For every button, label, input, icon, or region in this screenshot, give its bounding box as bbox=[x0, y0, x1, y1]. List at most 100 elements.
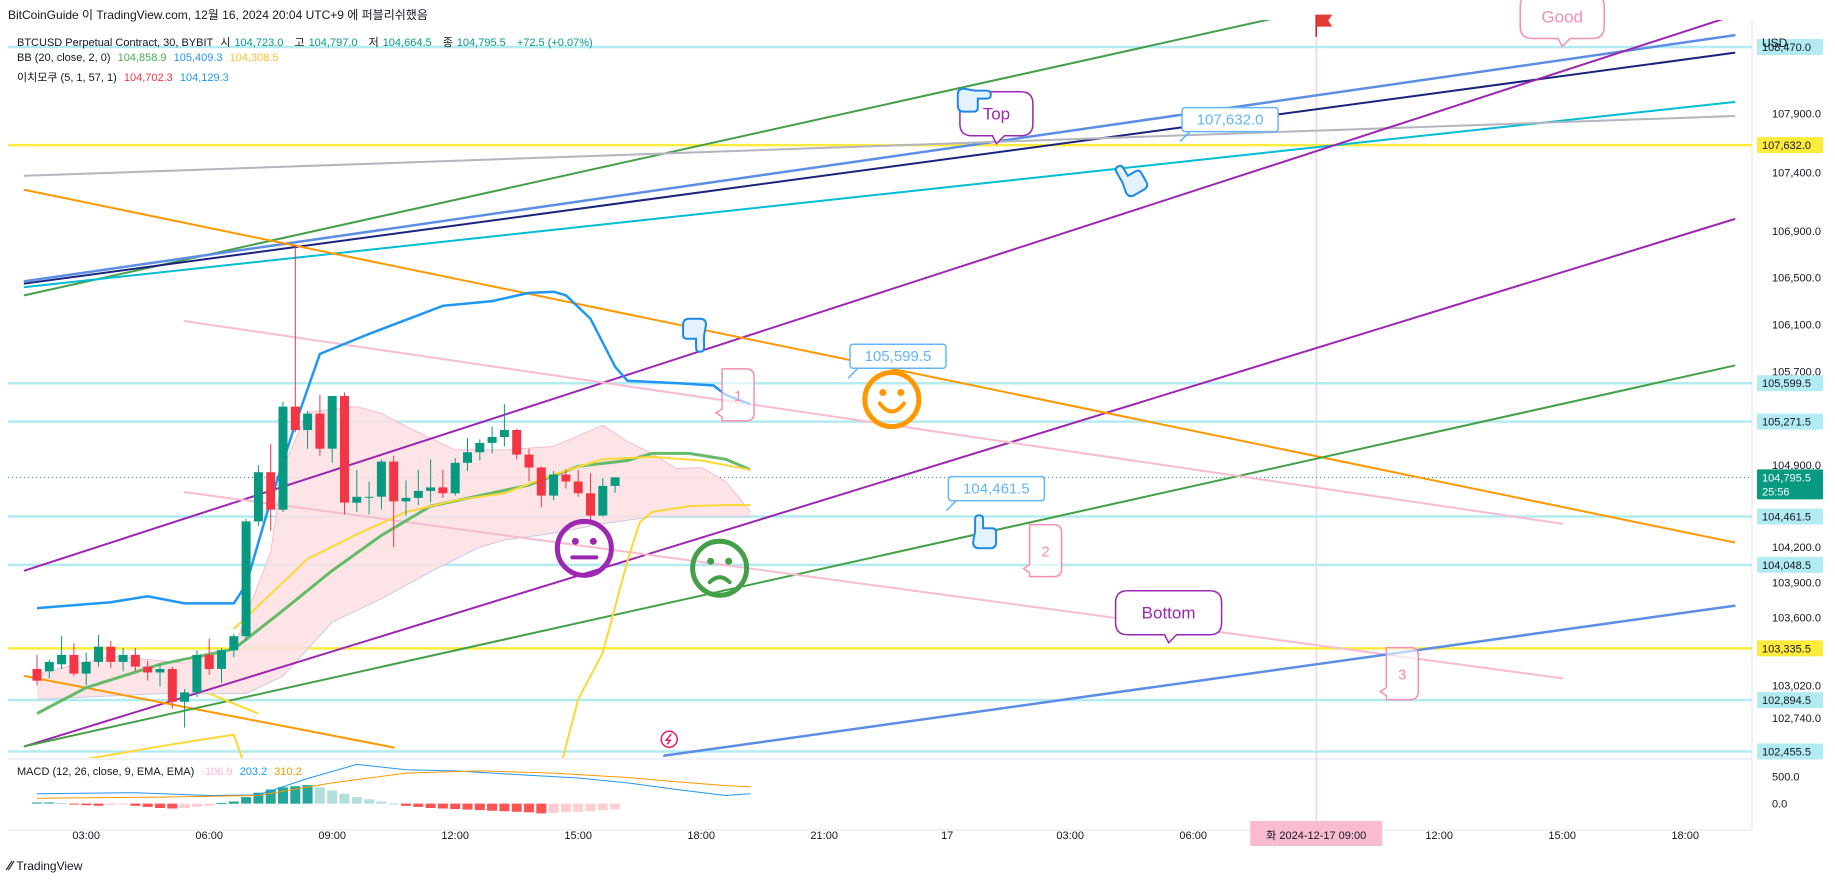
macd-histogram-bar bbox=[437, 803, 448, 809]
open-value: 104,723.0 bbox=[234, 37, 284, 49]
candle-body bbox=[475, 442, 485, 453]
macd-histogram-bar bbox=[462, 803, 473, 810]
candle-body bbox=[57, 654, 67, 665]
macd-histogram-bar bbox=[253, 792, 264, 804]
open-label: 시 bbox=[220, 37, 231, 49]
time-tick-label: 18:00 bbox=[1671, 830, 1699, 842]
ichimoku-legend[interactable]: 이치모쿠 (5, 1, 57, 1) 104,702.3 104,129.3 bbox=[17, 69, 233, 85]
lightning-circle bbox=[660, 730, 678, 749]
macd-histogram-bar bbox=[536, 803, 547, 814]
macd-histogram-bar bbox=[413, 803, 424, 807]
macd-histogram-bar bbox=[376, 801, 387, 804]
candle-body bbox=[586, 493, 595, 516]
ohlc-close: 종 104,795.5 bbox=[443, 37, 510, 49]
candle-body bbox=[217, 650, 226, 669]
price-tick-label: 102,740.0 bbox=[1772, 713, 1821, 725]
macd-histogram-bar bbox=[93, 803, 104, 806]
time-tick-label: 12:00 bbox=[441, 830, 469, 842]
sad-face-icon-mouth bbox=[707, 575, 732, 585]
macd-histogram-bar bbox=[179, 803, 190, 808]
price-tag-label: 105,271.5 bbox=[1762, 417, 1811, 429]
trendline bbox=[23, 33, 1736, 283]
macd-histogram-bar bbox=[105, 803, 116, 806]
high-label: 고 bbox=[294, 37, 305, 49]
candle-body bbox=[598, 485, 608, 516]
candle-body bbox=[315, 413, 325, 449]
macd-legend[interactable]: MACD (12, 26, close, 9, EMA, EMA) -106.9… bbox=[17, 766, 306, 778]
wave-number: 3 bbox=[1378, 646, 1420, 701]
currency-label[interactable]: USD bbox=[1762, 36, 1788, 50]
macd-histogram-bar bbox=[450, 803, 461, 810]
symbol-name: BTCUSD Perpetual Contract, 30, BYBIT bbox=[17, 37, 214, 49]
time-tick-label: 09:00 bbox=[318, 830, 346, 842]
candle-body bbox=[192, 654, 202, 693]
macd-signal-line bbox=[36, 770, 751, 799]
macd-histogram-bar bbox=[314, 787, 325, 804]
price-axis[interactable]: 107,900.0 107,400.0 106,900.0 106,500.0 106,… bbox=[1757, 38, 1823, 811]
candle-body bbox=[167, 669, 177, 702]
candlesticks bbox=[32, 244, 620, 728]
low-value: 104,664.5 bbox=[382, 37, 432, 49]
candle-body bbox=[524, 454, 534, 468]
candle-body bbox=[69, 654, 79, 674]
high-value: 104,797.0 bbox=[308, 37, 358, 49]
brand-name: TradingView bbox=[16, 858, 83, 873]
macd-line-value: 203.2 bbox=[239, 766, 268, 778]
macd-histogram-bar bbox=[191, 803, 202, 807]
macd-histogram-bar bbox=[339, 793, 350, 804]
candle-body bbox=[155, 669, 165, 673]
macd-pane bbox=[32, 763, 751, 814]
macd-histogram-bar bbox=[142, 803, 153, 807]
drawings[interactable]: Top Good Bottom 107,632.0 105,599.5 104,461.5… bbox=[554, 0, 1605, 749]
candle-body bbox=[573, 481, 583, 494]
neutral-face-icon-outline bbox=[554, 518, 614, 578]
candle-body bbox=[413, 490, 423, 498]
callout-text: Top bbox=[983, 105, 1010, 124]
bb-legend[interactable]: BB (20, close, 2, 0) 104,858.9 105,409.3… bbox=[17, 52, 283, 64]
sad-face-icon-eye bbox=[707, 557, 715, 565]
macd-tick-label: 0.0 bbox=[1772, 799, 1787, 811]
bb-upper-line bbox=[36, 290, 751, 610]
time-axis[interactable]: 03:00 06:00 09:00 12:00 15:00 18:00 21:00 17 03:… bbox=[72, 821, 1699, 846]
tradingview-logo-icon: ⁄⁄ bbox=[8, 858, 13, 873]
price-tick-label: 103,600.0 bbox=[1772, 612, 1821, 624]
callout-bubble bbox=[1519, 0, 1605, 48]
macd-histogram-bar bbox=[560, 803, 571, 813]
macd-histogram-bar bbox=[56, 803, 67, 805]
macd-histogram-bar bbox=[228, 801, 239, 804]
lightning-bolt bbox=[664, 733, 672, 745]
trendlines[interactable] bbox=[23, 0, 1736, 757]
price-tick-label: 106,900.0 bbox=[1772, 226, 1821, 238]
bb-name: BB (20, close, 2, 0) bbox=[17, 52, 111, 64]
macd-histogram-bar bbox=[327, 790, 338, 804]
macd-hist-value: -106.9 bbox=[201, 766, 233, 778]
symbol-legend[interactable]: BTCUSD Perpetual Contract, 30, BYBIT 시 10… bbox=[17, 34, 597, 50]
time-tick-label: 06:00 bbox=[1179, 830, 1207, 842]
candle-body bbox=[352, 496, 362, 503]
ichimoku-b-value: 104,129.3 bbox=[179, 72, 229, 84]
tradingview-footer[interactable]: ⁄⁄ TradingView bbox=[8, 858, 82, 873]
happy-face-icon bbox=[862, 370, 922, 430]
macd-histogram-bar bbox=[425, 803, 436, 808]
price-tag-box bbox=[1757, 375, 1823, 392]
candle-body bbox=[549, 474, 559, 496]
candle-body bbox=[536, 467, 546, 496]
last-price-label: 104,795.5 bbox=[1762, 472, 1811, 484]
trendline bbox=[183, 491, 1564, 680]
time-tick-label: 18:00 bbox=[687, 830, 715, 842]
last-price-box bbox=[1757, 469, 1823, 500]
candle-body bbox=[204, 654, 214, 669]
candle-body bbox=[81, 661, 91, 674]
happy-face-icon-outline bbox=[862, 370, 922, 430]
macd-histogram-bar bbox=[302, 785, 313, 804]
neutral-face-icon-eye bbox=[571, 537, 579, 545]
price-tick-label: 106,100.0 bbox=[1772, 320, 1821, 332]
price-tag-label: 105,599.5 bbox=[1762, 378, 1811, 390]
ichimoku-name: 이치모쿠 (5, 1, 57, 1) bbox=[17, 72, 117, 84]
trendline bbox=[23, 51, 1736, 285]
callout-bubble bbox=[1114, 589, 1223, 645]
last-price-timer: 25:56 bbox=[1762, 486, 1790, 498]
price-tag-box bbox=[1757, 692, 1823, 709]
thumbs-hand-icon bbox=[956, 87, 992, 113]
